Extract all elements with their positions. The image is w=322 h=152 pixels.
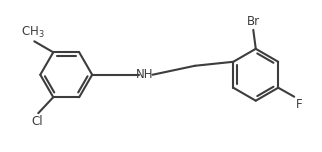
- Text: NH: NH: [136, 68, 154, 81]
- Text: CH$_3$: CH$_3$: [21, 25, 45, 40]
- Text: Cl: Cl: [32, 115, 43, 128]
- Text: Br: Br: [247, 15, 260, 28]
- Text: F: F: [296, 98, 302, 111]
